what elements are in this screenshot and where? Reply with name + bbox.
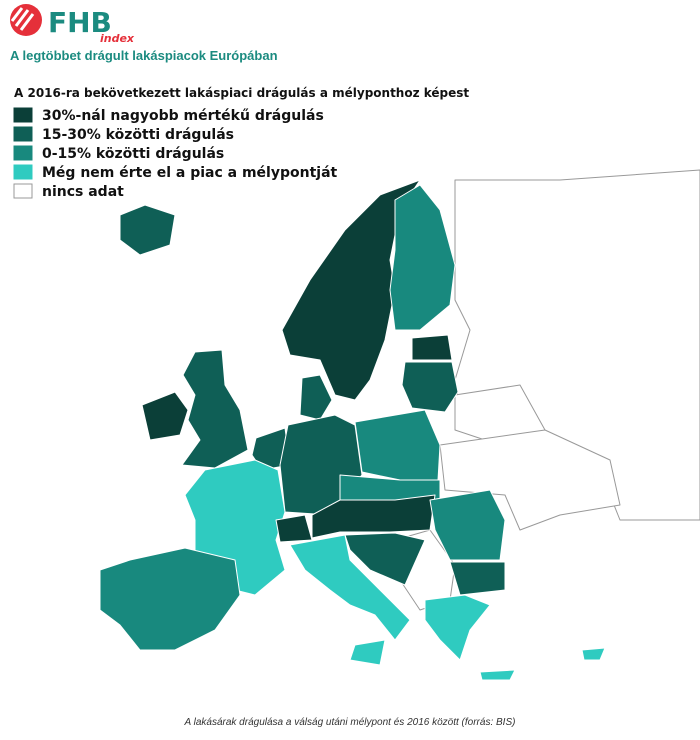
country [349, 639, 386, 666]
country [289, 534, 411, 641]
country [311, 494, 436, 539]
legend-swatch [13, 183, 33, 199]
legend-swatch [13, 145, 33, 161]
logo-icon [10, 4, 42, 36]
country [251, 427, 291, 471]
legend: 30%-nál nagyobb mértékű drágulás 15-30% k… [13, 107, 338, 200]
legend-label: nincs adat [42, 184, 124, 200]
country [411, 334, 453, 361]
country [449, 561, 506, 596]
legend-swatch [13, 107, 33, 123]
country [401, 361, 459, 413]
country [389, 184, 456, 331]
legend-label: 30%-nál nagyobb mértékű drágulás [42, 108, 324, 124]
logo-text: FHB [48, 6, 112, 39]
country [439, 429, 621, 531]
country [344, 532, 426, 586]
legend-label: 0-15% közötti drágulás [42, 146, 224, 162]
country [354, 409, 441, 481]
logo-sub: index [100, 32, 135, 45]
country [141, 391, 189, 441]
country [581, 647, 606, 661]
country [119, 204, 176, 256]
logo-stripes [10, 7, 35, 31]
legend-label: Még nem érte el a piac a mélypontját [42, 165, 338, 181]
legend-swatch [13, 164, 33, 180]
country [99, 547, 241, 651]
legend-label: 15-30% közötti drágulás [42, 127, 234, 143]
legend-swatch [13, 126, 33, 142]
legend-title: A 2016-ra bekövetkezett lakáspiaci drágu… [14, 86, 469, 100]
countries [99, 169, 700, 681]
country [479, 669, 516, 681]
country [429, 489, 506, 561]
country [299, 374, 333, 421]
country [181, 349, 249, 469]
caption: A lakásárak drágulása a válság utáni mél… [184, 717, 516, 728]
country [275, 514, 313, 543]
country [424, 594, 491, 661]
subtitle: A legtöbbet drágult lakáspiacok Európába… [10, 48, 278, 63]
